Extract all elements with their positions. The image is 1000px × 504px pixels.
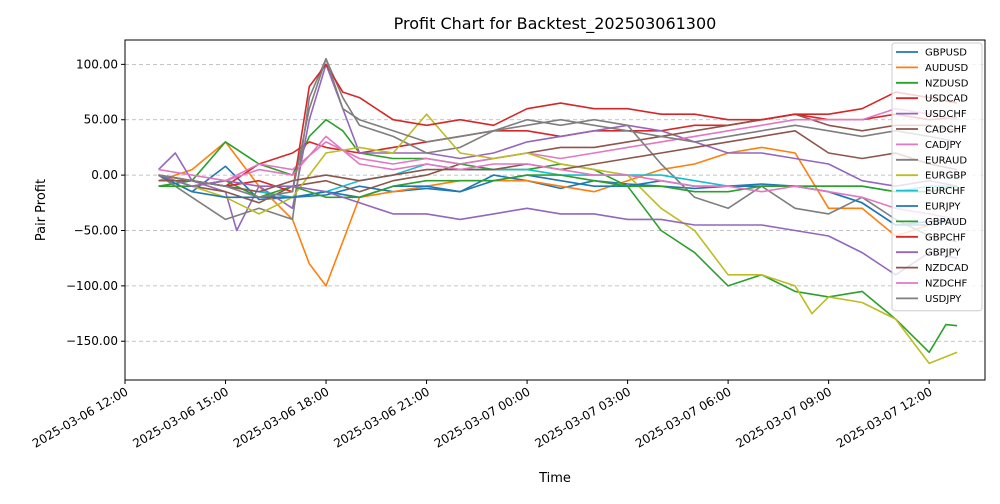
- series-line-usdcad: [158, 113, 958, 187]
- series-line-eurjpy: [158, 174, 958, 226]
- legend-box: [891, 42, 983, 312]
- x-tick-label: 2025-03-07 06:00: [633, 384, 734, 450]
- legend-label: NZDCHF: [925, 279, 968, 290]
- series-line-nzdchf: [158, 135, 958, 221]
- grid-lines: [125, 63, 985, 342]
- series-lines: [157, 57, 958, 365]
- x-tick-label: 2025-03-06 21:00: [331, 384, 432, 450]
- x-axis: 2025-03-06 12:00 2025-03-06 15:00 2025-03-…: [30, 380, 935, 451]
- legend-label: GBPCHF: [925, 232, 966, 243]
- y-tick-label: −100.00: [66, 279, 118, 293]
- legend-label: NZDCAD: [925, 263, 969, 274]
- y-tick-label: 100.00: [76, 57, 118, 71]
- y-tick-label: 50.00: [84, 113, 118, 127]
- chart-title: Profit Chart for Backtest_202503061300: [394, 14, 717, 34]
- legend-label: AUDUSD: [925, 63, 969, 74]
- legend-label: CADCHF: [925, 125, 967, 136]
- legend-label: NZDUSD: [925, 78, 969, 89]
- y-tick-label: −150.00: [66, 334, 118, 348]
- x-tick-label: 2025-03-07 00:00: [432, 384, 533, 450]
- x-tick-label: 2025-03-07 12:00: [834, 384, 935, 450]
- legend-label: EURAUD: [925, 155, 967, 166]
- series-line-eurgbp: [158, 113, 958, 365]
- legend-label: GBPJPY: [925, 248, 961, 259]
- y-tick-label: −50.00: [74, 223, 118, 237]
- legend-label: USDCHF: [925, 109, 967, 120]
- series-line-euraud: [158, 57, 958, 243]
- series-line-gbpjpy: [158, 174, 958, 276]
- series-line-cadjpy: [158, 107, 958, 187]
- plot-frame: [124, 39, 986, 381]
- x-tick-label: 2025-03-06 18:00: [231, 384, 332, 450]
- x-tick-label: 2025-03-06 15:00: [130, 384, 231, 450]
- legend-label: CADJPY: [925, 140, 962, 151]
- legend-label: GBPAUD: [925, 217, 967, 228]
- y-tick-label: 0.00: [91, 168, 118, 182]
- x-tick-label: 2025-03-07 03:00: [532, 384, 633, 450]
- x-tick-label: 2025-03-07 09:00: [733, 384, 834, 450]
- x-axis-label: Time: [538, 471, 571, 486]
- legend: GBPUSD AUDUSD NZDUSD USDCAD USDCHF CADCHF CADJ…: [891, 42, 983, 312]
- legend-label: EURJPY: [925, 202, 961, 213]
- legend-label: EURGBP: [925, 171, 966, 182]
- legend-label: EURCHF: [925, 186, 966, 197]
- x-tick-label: 2025-03-06 12:00: [30, 384, 131, 450]
- y-axis-label: Pair Profit: [34, 179, 49, 241]
- series-line-nzdcad: [158, 130, 958, 193]
- y-axis: 100.00 50.00 0.00 −50.00 −100.00 −150.00: [66, 57, 125, 348]
- legend-label: GBPUSD: [925, 48, 967, 59]
- legend-label: USDJPY: [925, 294, 962, 305]
- series-line-usdjpy: [158, 57, 958, 199]
- legend-label: USDCAD: [925, 94, 968, 105]
- series-line-gbpchf: [158, 63, 958, 193]
